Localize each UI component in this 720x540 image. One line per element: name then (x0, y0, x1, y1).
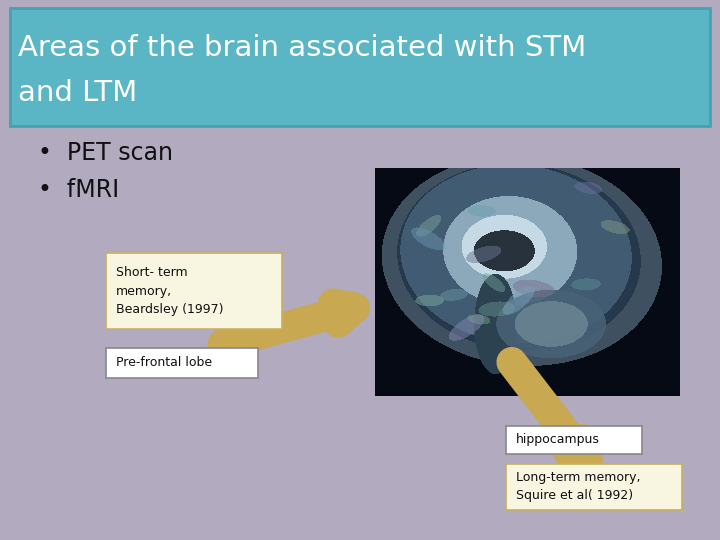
FancyBboxPatch shape (106, 348, 258, 378)
FancyBboxPatch shape (506, 426, 642, 454)
Text: •  fMRI: • fMRI (38, 178, 120, 202)
Text: Long-term memory,
Squire et al( 1992): Long-term memory, Squire et al( 1992) (516, 471, 641, 503)
Text: hippocampus: hippocampus (516, 434, 600, 447)
Text: and LTM: and LTM (18, 79, 138, 107)
FancyBboxPatch shape (106, 253, 282, 329)
Text: Short- term
memory,
Beardsley (1997): Short- term memory, Beardsley (1997) (116, 267, 223, 315)
Text: Pre-frontal lobe: Pre-frontal lobe (116, 356, 212, 369)
Text: Areas of the brain associated with STM: Areas of the brain associated with STM (18, 34, 586, 62)
Text: •  PET scan: • PET scan (38, 141, 173, 165)
FancyBboxPatch shape (375, 168, 680, 396)
FancyBboxPatch shape (10, 8, 710, 126)
FancyBboxPatch shape (506, 464, 682, 510)
